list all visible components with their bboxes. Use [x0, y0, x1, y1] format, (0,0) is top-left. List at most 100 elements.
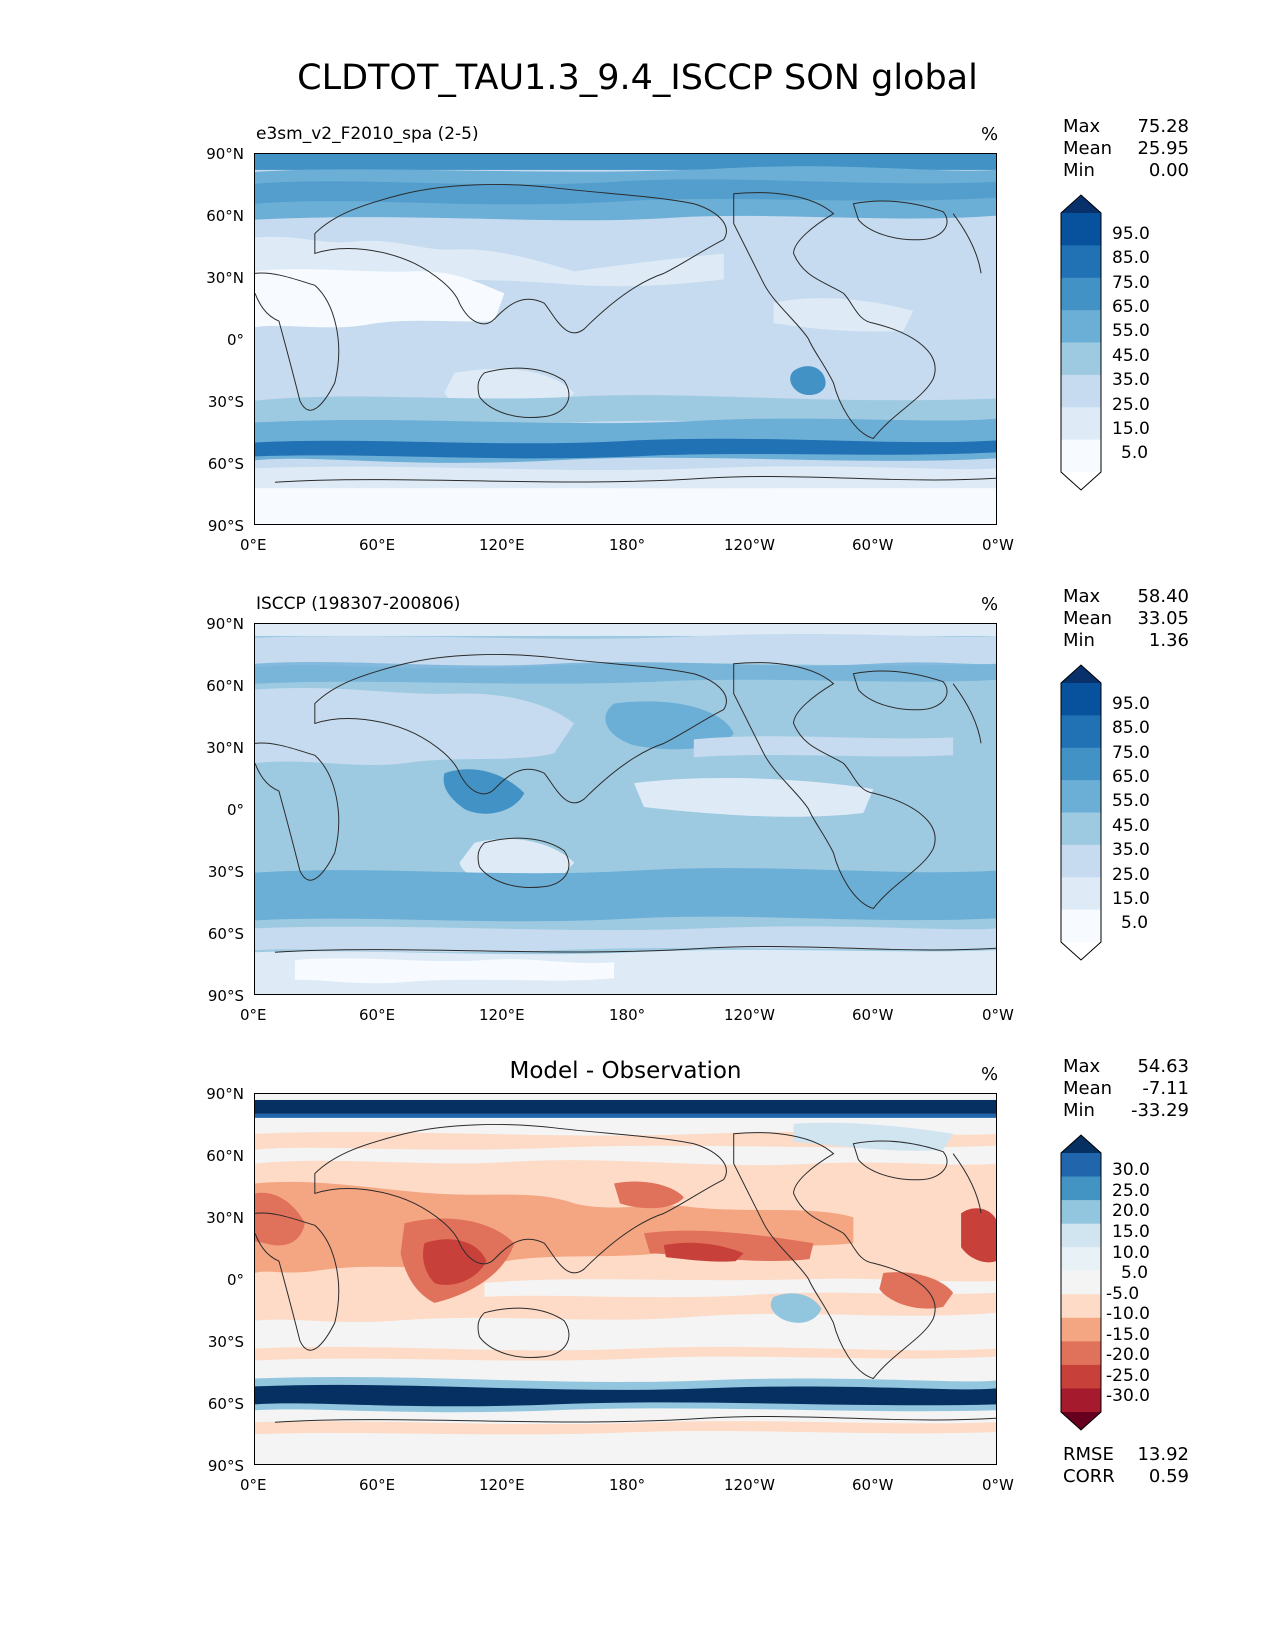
panel-title: e3sm_v2_F2010_spa (2-5)	[256, 124, 479, 144]
colorbar-extension-top	[1061, 1135, 1101, 1153]
colorbar-segment	[1061, 1247, 1101, 1272]
colorbar-extension-bottom	[1061, 472, 1101, 490]
y-tick: 30°N	[206, 739, 244, 757]
colorbar-label: -15.0	[1106, 1325, 1150, 1345]
y-tick: 30°N	[206, 269, 244, 287]
y-tick: 60°N	[206, 677, 244, 695]
colorbar-segment	[1061, 747, 1101, 781]
colorbar-label: -25.0	[1106, 1366, 1150, 1386]
colorbar-segment	[1061, 844, 1101, 878]
colorbar-label: 75.0	[1112, 273, 1150, 293]
colorbar-segment	[1061, 812, 1101, 846]
figure-title: CLDTOT_TAU1.3_9.4_ISCCP SON global	[297, 58, 978, 98]
x-tick: 0°E	[240, 1006, 267, 1024]
colorbar-segment	[1061, 1294, 1101, 1319]
stat-label-max: Max	[1063, 586, 1101, 607]
x-tick: 60°W	[852, 1006, 894, 1024]
stat-value-mean: 33.05	[1137, 608, 1189, 629]
y-tick: 30°S	[207, 1333, 244, 1351]
units-label: %	[981, 124, 999, 145]
y-tick: 90°S	[207, 987, 244, 1005]
y-tick: 30°S	[207, 393, 244, 411]
colorbar-label: 65.0	[1112, 297, 1150, 317]
y-tick: 60°S	[207, 925, 244, 943]
colorbar-outline	[1060, 1134, 1102, 1431]
colorbar-segment	[1061, 780, 1101, 814]
colorbar-extension-top	[1061, 665, 1101, 683]
colorbar-segment	[1061, 1341, 1101, 1366]
y-tick: 90°S	[207, 517, 244, 535]
x-tick: 60°W	[852, 1476, 894, 1494]
colorbar-segment	[1061, 683, 1101, 716]
x-tick: 120°E	[479, 1006, 525, 1024]
colorbar-segment	[1061, 1176, 1101, 1201]
colorbar-label: 35.0	[1112, 370, 1150, 390]
y-tick: 60°N	[206, 207, 244, 225]
colorbar-label: 55.0	[1112, 321, 1150, 341]
x-tick: 120°W	[724, 1476, 775, 1494]
panel-title: Model - Observation	[509, 1058, 742, 1084]
colorbar-label: -5.0	[1106, 1284, 1140, 1304]
colorbar-segment	[1061, 1317, 1101, 1342]
colorbar-label: 15.0	[1112, 419, 1150, 439]
map-plot	[254, 153, 997, 525]
colorbar-segment	[1061, 1153, 1101, 1178]
stat-label-mean: Mean	[1063, 1078, 1113, 1099]
stat-label-min: Min	[1063, 160, 1095, 181]
x-tick: 0°W	[982, 1476, 1014, 1494]
colorbar-segment	[1061, 310, 1101, 344]
colorbar	[1060, 664, 1102, 961]
stat-label-max: Max	[1063, 116, 1101, 137]
metric-value-rmse: 13.92	[1137, 1444, 1189, 1465]
colorbar-segment	[1061, 1200, 1101, 1225]
colorbar-label: -20.0	[1106, 1345, 1150, 1365]
y-tick: 30°N	[206, 1209, 244, 1227]
metric-value-corr: 0.59	[1148, 1466, 1189, 1487]
stat-label-max: Max	[1063, 1056, 1101, 1077]
y-tick: 60°N	[206, 1147, 244, 1165]
x-tick: 60°E	[359, 1476, 396, 1494]
colorbar-label: 25.0	[1112, 1181, 1150, 1201]
panel-title: ISCCP (198307-200806)	[256, 594, 461, 614]
y-tick: 60°S	[207, 1395, 244, 1413]
stat-value-min: 1.36	[1148, 630, 1189, 651]
colorbar-label: 10.0	[1112, 1243, 1150, 1263]
colorbar-segment	[1061, 277, 1101, 311]
y-tick: 30°S	[207, 863, 244, 881]
x-tick: 0°W	[982, 536, 1014, 554]
colorbar-label: 75.0	[1112, 743, 1150, 763]
stat-value-max: 75.28	[1137, 116, 1189, 137]
units-label: %	[981, 594, 999, 615]
colorbar-label: 5.0	[1121, 913, 1149, 933]
y-tick: 90°S	[207, 1457, 244, 1475]
stat-label-min: Min	[1063, 630, 1095, 651]
metric-label-rmse: RMSE	[1063, 1444, 1114, 1465]
colorbar-label: 85.0	[1112, 248, 1150, 268]
colorbar-segment	[1061, 1270, 1101, 1295]
y-tick: 0°	[226, 801, 244, 819]
colorbar-label: 20.0	[1112, 1201, 1150, 1221]
colorbar-label: 45.0	[1112, 816, 1150, 836]
x-tick: 60°W	[852, 536, 894, 554]
y-tick: 60°S	[207, 455, 244, 473]
x-tick: 60°E	[359, 536, 396, 554]
stat-label-mean: Mean	[1063, 138, 1113, 159]
stat-value-min: 0.00	[1148, 160, 1189, 181]
colorbar-segment	[1061, 213, 1101, 246]
colorbar-segment	[1061, 1388, 1101, 1413]
x-tick: 120°E	[479, 536, 525, 554]
y-tick: 90°N	[206, 1085, 244, 1103]
colorbar-label: 5.0	[1121, 443, 1149, 463]
colorbar-outline	[1060, 664, 1102, 961]
colorbar-segment	[1061, 407, 1101, 441]
colorbar-label: -10.0	[1106, 1304, 1150, 1324]
x-tick: 180°	[609, 1476, 646, 1494]
x-tick: 0°W	[982, 1006, 1014, 1024]
colorbar-label: 30.0	[1112, 1160, 1150, 1180]
colorbar-label: 35.0	[1112, 840, 1150, 860]
x-tick: 0°E	[240, 1476, 267, 1494]
colorbar-segment	[1061, 909, 1101, 943]
stat-value-min: -33.29	[1130, 1100, 1189, 1121]
x-tick: 120°W	[724, 536, 775, 554]
stat-value-mean: 25.95	[1137, 138, 1189, 159]
